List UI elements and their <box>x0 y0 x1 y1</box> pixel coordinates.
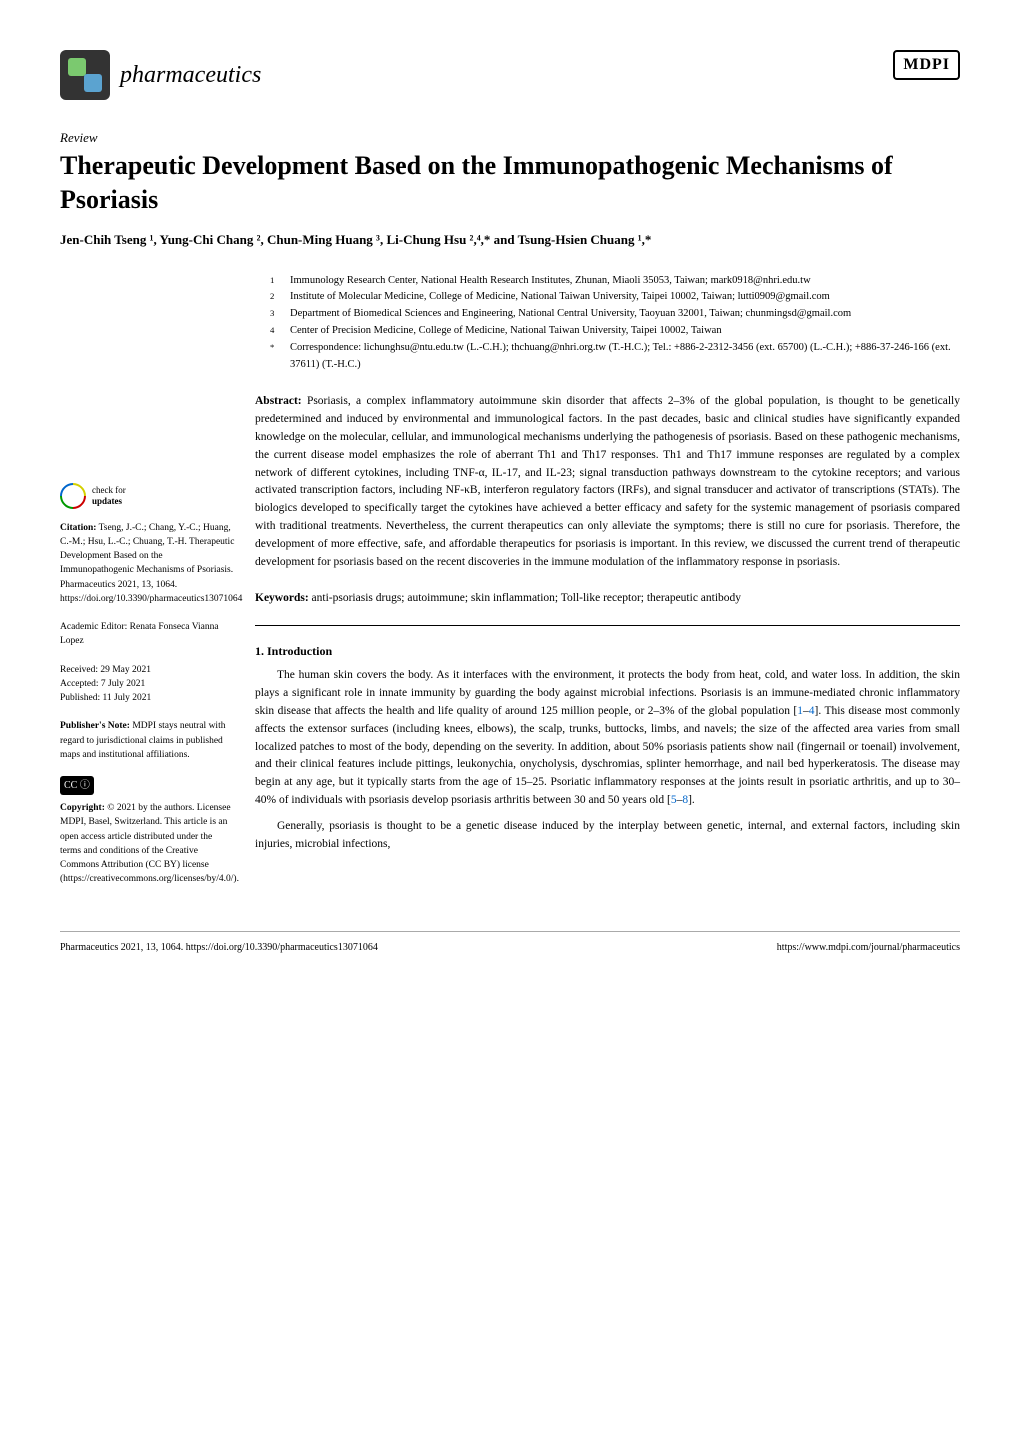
editor-block: Academic Editor: Renata Fonseca Vianna L… <box>60 620 235 649</box>
footer-url: https://www.mdpi.com/journal/pharmaceuti… <box>777 942 960 953</box>
affiliation-1: 1Immunology Research Center, National He… <box>270 273 960 290</box>
section-divider <box>255 625 960 626</box>
article-title: Therapeutic Development Based on the Imm… <box>60 149 960 217</box>
page-header: pharmaceutics MDPI <box>60 50 960 100</box>
authors: Jen-Chih Tseng ¹, Yung-Chi Chang ², Chun… <box>60 232 960 248</box>
affiliation-2: 2Institute of Molecular Medicine, Colleg… <box>270 289 960 306</box>
main-column: 1Immunology Research Center, National He… <box>255 273 960 901</box>
check-updates-widget[interactable]: check for updates <box>60 483 235 509</box>
cc-license-icons: CC ⓘ <box>60 776 235 795</box>
publisher-logo: MDPI <box>893 50 960 80</box>
affiliation-4: 4Center of Precision Medicine, College o… <box>270 323 960 340</box>
article-type: Review <box>60 130 960 146</box>
intro-paragraph-2: Generally, psoriasis is thought to be a … <box>255 818 960 854</box>
check-updates-icon <box>60 483 86 509</box>
license-block: CC ⓘ Copyright: © 2021 by the authors. L… <box>60 776 235 887</box>
footer-citation: Pharmaceutics 2021, 13, 1064. https://do… <box>60 942 378 953</box>
sidebar: check for updates Citation: Tseng, J.-C.… <box>60 273 235 901</box>
journal-logo-box: pharmaceutics <box>60 50 261 100</box>
affiliation-3: 3Department of Biomedical Sciences and E… <box>270 306 960 323</box>
cc-icon: CC ⓘ <box>60 776 94 795</box>
publisher-note-block: Publisher's Note: MDPI stays neutral wit… <box>60 719 235 762</box>
citation-block: Citation: Tseng, J.-C.; Chang, Y.-C.; Hu… <box>60 521 235 607</box>
affiliations: 1Immunology Research Center, National He… <box>255 273 960 374</box>
section-heading-introduction: 1. Introduction <box>255 644 960 659</box>
abstract: Abstract: Psoriasis, a complex inflammat… <box>255 393 960 571</box>
main-content: check for updates Citation: Tseng, J.-C.… <box>60 273 960 901</box>
correspondence: *Correspondence: lichunghsu@ntu.edu.tw (… <box>270 340 960 374</box>
page-footer: Pharmaceutics 2021, 13, 1064. https://do… <box>60 931 960 953</box>
check-updates-text: check for updates <box>92 485 126 507</box>
journal-icon <box>60 50 110 100</box>
journal-name: pharmaceutics <box>120 62 261 89</box>
intro-paragraph-1: The human skin covers the body. As it in… <box>255 667 960 810</box>
dates-block: Received: 29 May 2021 Accepted: 7 July 2… <box>60 663 235 706</box>
keywords: Keywords: anti-psoriasis drugs; autoimmu… <box>255 590 960 608</box>
